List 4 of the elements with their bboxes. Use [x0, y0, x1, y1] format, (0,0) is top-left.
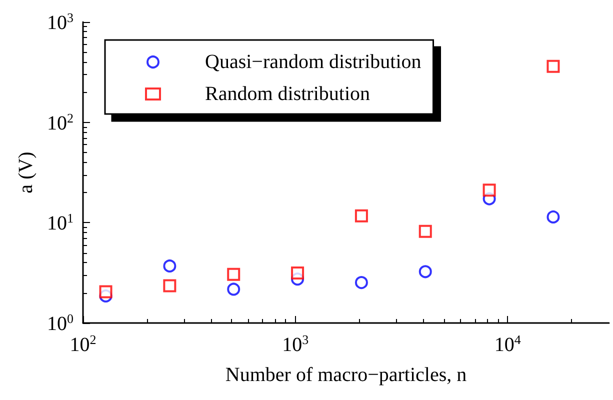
x-axis-title: Number of macro−particles, n	[225, 364, 467, 386]
legend-label: Quasi−random distribution	[205, 51, 422, 73]
legend-label: Random distribution	[205, 83, 370, 105]
y-axis-title: a (V)	[15, 152, 38, 194]
